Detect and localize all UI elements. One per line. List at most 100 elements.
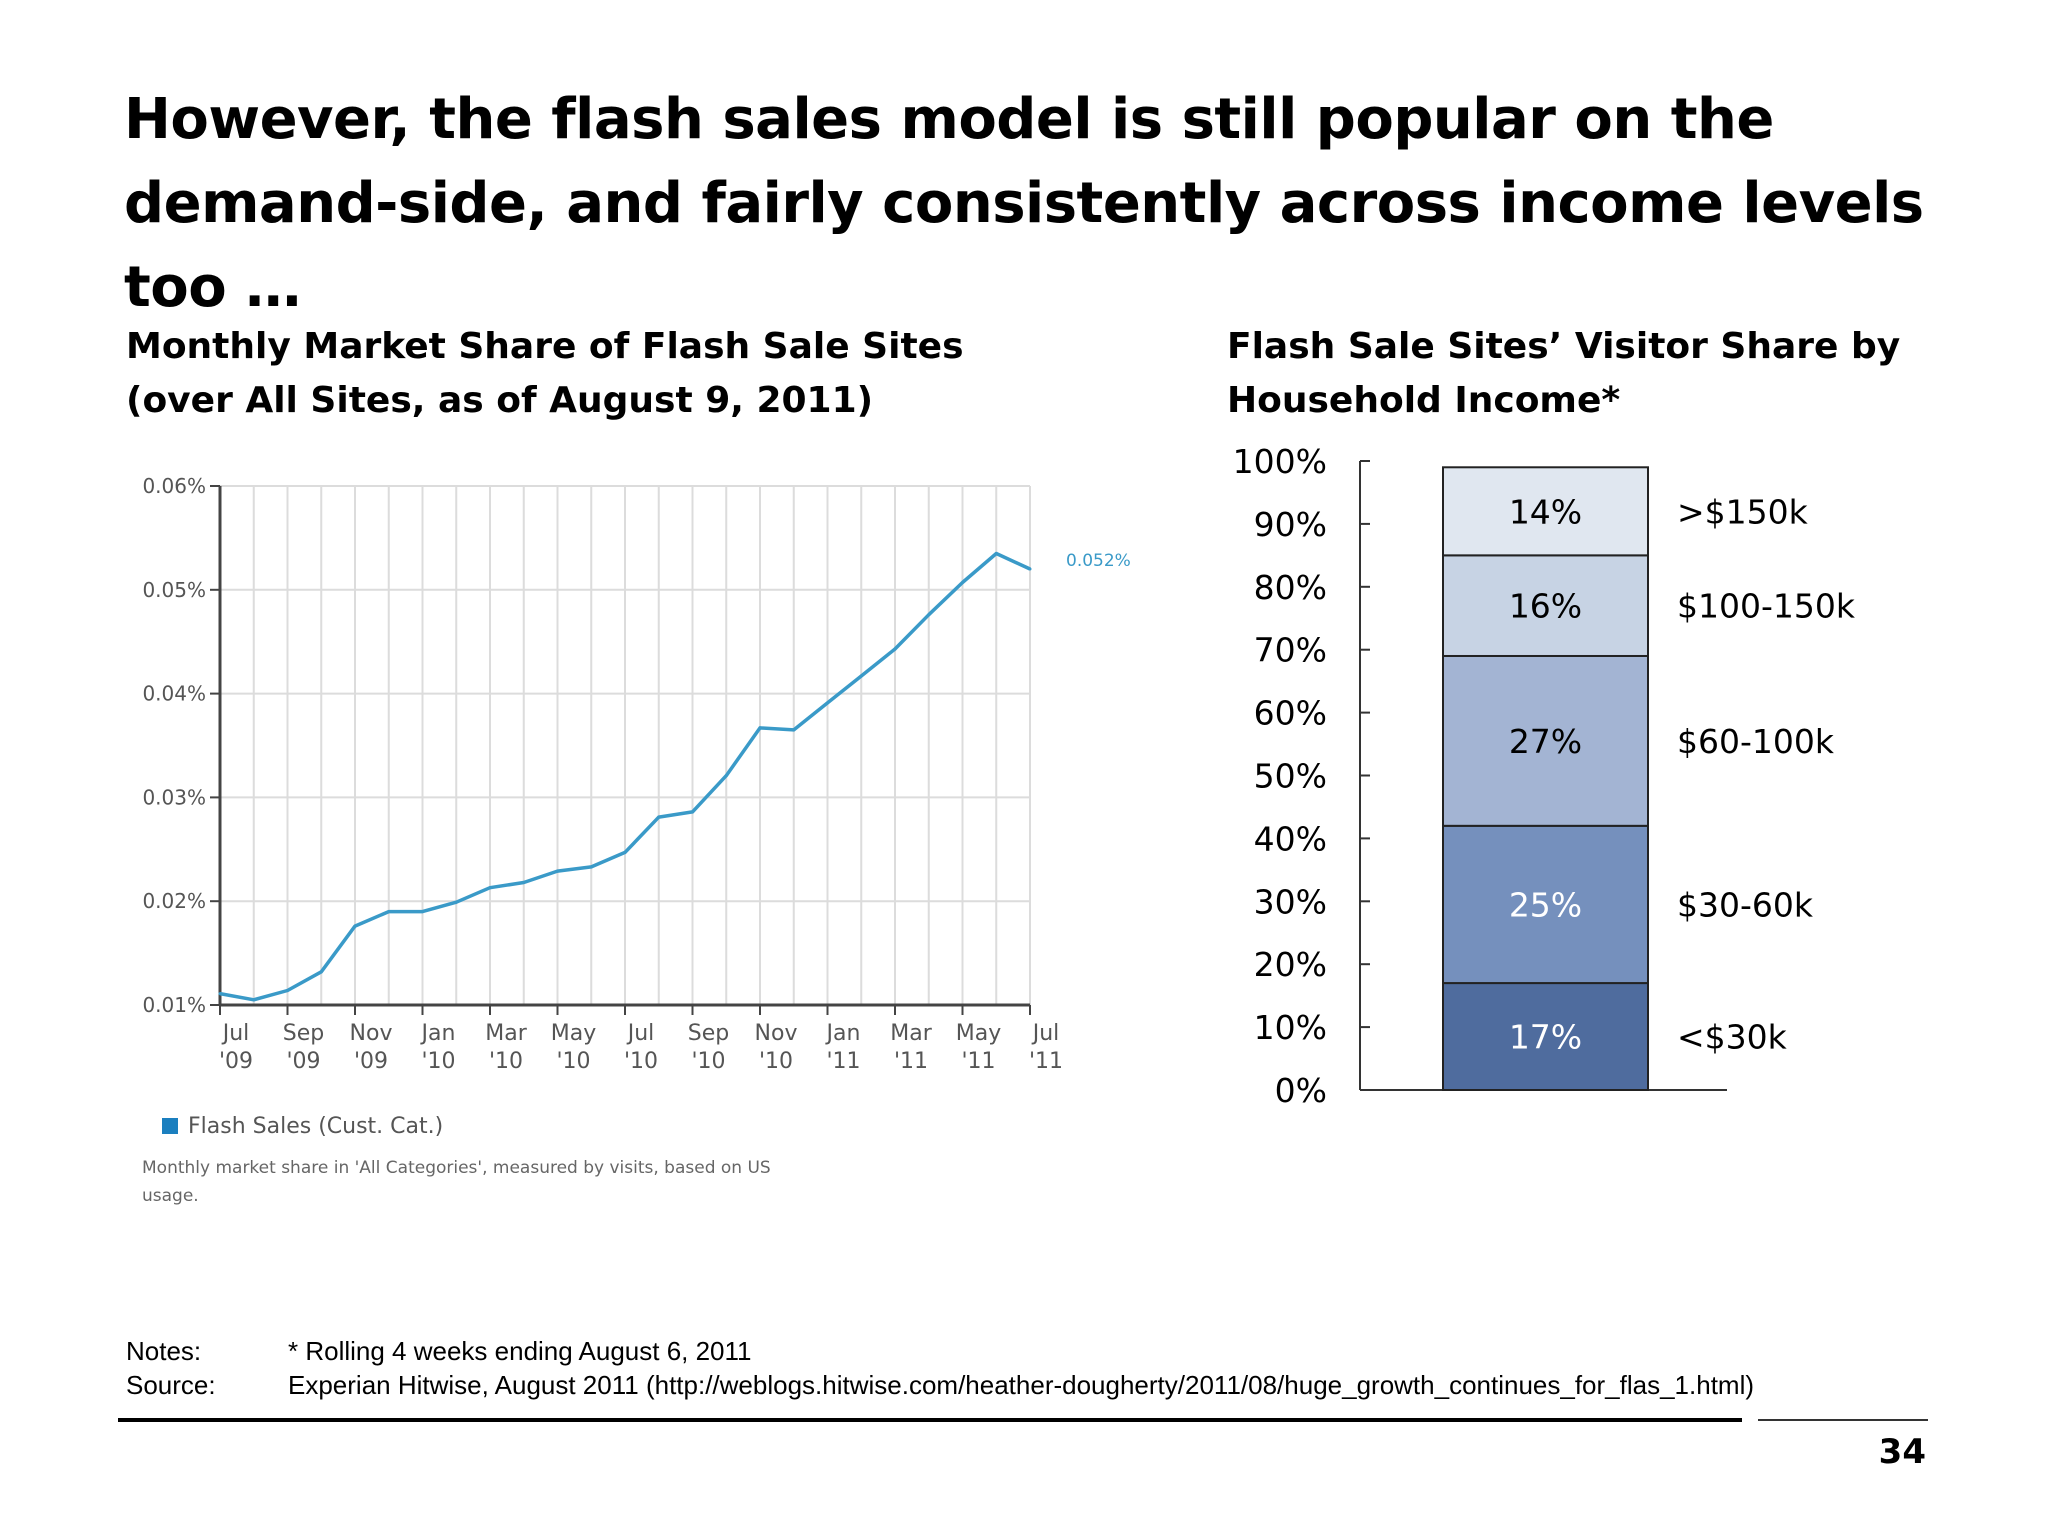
source-line: Source: Experian Hitwise, August 2011 (ht…	[126, 1368, 1754, 1402]
segment-category-label: $100-150k	[1677, 587, 1856, 626]
chart-caption-line2: usage.	[142, 1186, 199, 1206]
line-chart-heading: Monthly Market Share of Flash Sale Sites…	[126, 320, 1026, 428]
legend-label: Flash Sales (Cust. Cat.)	[188, 1114, 443, 1139]
x-tick-label-month: Jul	[626, 1021, 655, 1046]
x-tick-label-year: '11	[961, 1049, 995, 1074]
segment-category-label: >$150k	[1677, 492, 1809, 531]
x-tick-label-year: '11	[1029, 1049, 1063, 1074]
stacked-bar-chart: 0% 10% 20% 30% 40% 50% 60% 70% 80% 90% 100% 17% <$30…	[1233, 442, 1856, 1110]
x-tick-label-year: '09	[286, 1049, 320, 1074]
data-point	[859, 674, 863, 678]
segment-value-label: 27%	[1509, 722, 1582, 761]
notes-text: * Rolling 4 weeks ending August 6, 2011	[288, 1336, 752, 1366]
notes-line: Notes: * Rolling 4 weeks ending August 6,…	[126, 1334, 752, 1368]
data-point	[353, 924, 357, 928]
data-point	[421, 910, 424, 914]
y-tick-label: 50%	[1254, 757, 1327, 796]
data-point	[488, 886, 492, 890]
y-tick-label: 0.02%	[142, 889, 206, 913]
segment-value-label: 17%	[1509, 1018, 1582, 1057]
x-tick-label-year: '10	[759, 1049, 793, 1074]
segment-category-label: $60-100k	[1677, 722, 1835, 761]
bar-segment	[1442, 466, 1649, 557]
y-tick-label: 0.03%	[142, 785, 206, 809]
y-tick-label: 0.04%	[142, 682, 206, 706]
data-point	[218, 992, 222, 996]
x-tick-label-year: '10	[556, 1049, 590, 1074]
segment-value-label: 14%	[1509, 492, 1582, 531]
data-point	[286, 988, 289, 992]
segment-value-label: 16%	[1509, 587, 1582, 626]
x-tick-label-month: Jul	[221, 1021, 250, 1046]
data-point	[589, 865, 593, 869]
data-point	[792, 728, 796, 732]
data-point	[893, 647, 897, 651]
footer-rule	[118, 1418, 1742, 1422]
y-tick-label: 80%	[1254, 568, 1327, 607]
source-text: Experian Hitwise, August 2011 (http://we…	[288, 1370, 1755, 1400]
x-tick-label-month: Mar	[890, 1021, 932, 1046]
x-tick-label-year: '11	[826, 1049, 860, 1074]
data-point	[387, 910, 391, 914]
page-number: 34	[1878, 1432, 1926, 1472]
y-tick-label: 40%	[1254, 819, 1327, 858]
x-tick-label-year: '09	[354, 1049, 388, 1074]
data-point	[522, 881, 526, 885]
data-point	[623, 850, 627, 854]
y-tick-label: 20%	[1254, 945, 1327, 984]
segment-category-label: <$30k	[1677, 1018, 1788, 1057]
legend-swatch	[162, 1118, 178, 1134]
x-tick-label-month: Nov	[755, 1021, 798, 1046]
x-tick-label-month: Jul	[1031, 1021, 1060, 1046]
bar-chart-heading: Flash Sale Sites’ Visitor Share by House…	[1227, 320, 1927, 428]
y-tick-label: 60%	[1254, 694, 1327, 733]
x-tick-label-year: '10	[489, 1049, 523, 1074]
data-point	[758, 726, 762, 730]
x-tick-label-year: '10	[624, 1049, 658, 1074]
y-tick-label: 70%	[1254, 631, 1327, 670]
data-point	[657, 815, 661, 819]
bar-segment	[1442, 654, 1649, 827]
data-point	[961, 581, 964, 585]
y-tick-label: 30%	[1254, 882, 1327, 921]
x-tick-label-month: Sep	[283, 1021, 324, 1046]
notes-label: Notes:	[126, 1336, 202, 1366]
line-chart-heading-line2: (over All Sites, as of August 9, 2011)	[126, 380, 874, 421]
data-point	[927, 613, 931, 617]
line-chart: 0.01% 0.02% 0.03% 0.04% 0.05% 0.06% Jul '09 Sep '…	[142, 474, 1131, 1206]
x-tick-label-year: '09	[219, 1049, 253, 1074]
segment-value-label: 25%	[1509, 885, 1582, 924]
bar-segment	[1442, 824, 1649, 985]
y-tick-label: 90%	[1254, 505, 1327, 544]
data-point	[1028, 567, 1032, 571]
segment-category-label: $30-60k	[1677, 885, 1814, 924]
data-point	[826, 701, 829, 705]
x-tick-label-year: '10	[421, 1049, 455, 1074]
x-tick-label-month: Nov	[350, 1021, 393, 1046]
footer-rule-short	[1758, 1419, 1928, 1421]
data-point	[454, 900, 458, 904]
y-tick-label: 0.06%	[142, 474, 206, 498]
x-tick-label-year: '11	[894, 1049, 928, 1074]
data-point	[319, 970, 323, 974]
bar-segment	[1442, 982, 1649, 1092]
y-tick-label: 0.01%	[142, 993, 206, 1017]
source-label: Source:	[126, 1370, 216, 1400]
x-tick-label-month: Jan	[825, 1021, 861, 1046]
bar-chart-heading-line1: Flash Sale Sites’ Visitor Share by	[1227, 326, 1901, 367]
x-tick-label-month: May	[551, 1021, 596, 1046]
bar-segment	[1442, 554, 1649, 657]
line-chart-heading-line1: Monthly Market Share of Flash Sale Sites	[126, 326, 964, 367]
y-tick-label: 0%	[1275, 1071, 1327, 1110]
data-point	[252, 998, 256, 1002]
data-point	[691, 810, 694, 814]
x-tick-label-month: May	[956, 1021, 1001, 1046]
y-tick-label: 100%	[1233, 442, 1327, 481]
data-point	[556, 869, 559, 873]
data-point	[994, 551, 998, 555]
data-point	[724, 774, 728, 778]
x-tick-label-year: '10	[691, 1049, 725, 1074]
x-tick-label-month: Mar	[485, 1021, 527, 1046]
chart-caption-line1: Monthly market share in 'All Categories'…	[142, 1158, 771, 1178]
y-tick-label: 0.05%	[142, 578, 206, 602]
